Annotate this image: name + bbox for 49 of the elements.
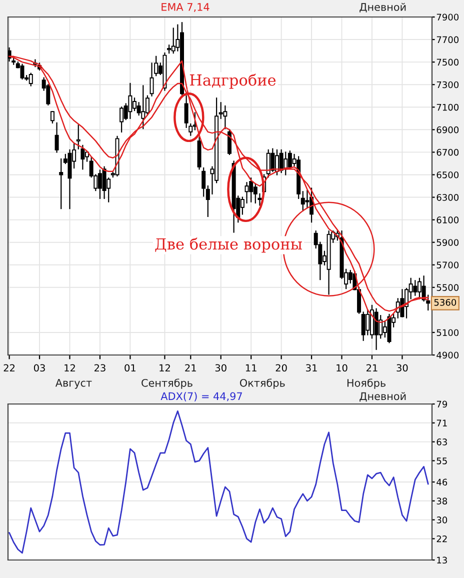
y-tick-label: 7500: [436, 58, 459, 66]
y-tick-label: 55: [436, 458, 447, 464]
y-tick-label: 6500: [436, 171, 459, 178]
text: Октябрь: [240, 378, 285, 389]
annotation: 5360: [434, 298, 456, 306]
y-tick-label: 7300: [436, 81, 459, 88]
x-tick-label: 22: [4, 364, 15, 372]
x-tick-label: 10: [336, 364, 348, 372]
y-tick-label: 6900: [436, 126, 459, 134]
y-tick-label: 30: [436, 516, 448, 524]
x-tick-label: 12: [160, 364, 170, 372]
y-tick-label: 71: [436, 420, 447, 426]
y-tick-label: 13: [437, 556, 447, 564]
y-tick-label: 46: [436, 478, 448, 486]
x-tick-label: 20: [276, 364, 287, 372]
y-tick-label: 38: [436, 498, 448, 504]
x-tick-label: 11: [246, 364, 256, 372]
text: Сентябрь: [142, 378, 192, 389]
y-tick-label: 7100: [436, 104, 459, 111]
y-tick-label: 22: [436, 535, 447, 542]
chart-subtitle: Дневной: [360, 392, 406, 402]
text: Август: [55, 379, 92, 389]
x-tick-label: 12: [64, 364, 75, 372]
y-tick-label: 6300: [436, 194, 459, 201]
y-tick-label: 6700: [436, 148, 459, 156]
x-tick-label: 23: [94, 364, 106, 372]
y-tick-label: 5700: [436, 262, 459, 268]
y-tick-label: 5500: [436, 284, 459, 291]
chart-title: EMA 7,14: [162, 3, 210, 12]
y-tick-label: 79: [436, 400, 448, 408]
chart-subtitle: Дневной: [360, 2, 406, 12]
x-tick-label: 21: [366, 364, 378, 372]
y-tick-label: 4900: [436, 352, 459, 359]
annotation: Надгробие: [190, 74, 276, 89]
chart-title: ADX(7) = 44,97: [160, 392, 242, 402]
y-tick-label: 7700: [436, 36, 459, 44]
text: Ноябрь: [347, 378, 386, 389]
x-tick-label: 31: [306, 364, 317, 372]
y-tick-label: 5100: [436, 329, 459, 336]
y-tick-label: 63: [436, 438, 447, 446]
x-tick-label: 21: [185, 364, 196, 372]
x-tick-label: 01: [124, 364, 136, 372]
y-tick-label: 6100: [436, 216, 459, 224]
y-tick-label: 5900: [436, 239, 459, 246]
x-tick-label: 30: [215, 364, 226, 372]
annotation: Две белые вороны: [155, 238, 302, 253]
x-tick-label: 30: [396, 364, 408, 372]
y-tick-label: 7900: [436, 14, 459, 21]
x-tick-label: 03: [34, 364, 45, 372]
